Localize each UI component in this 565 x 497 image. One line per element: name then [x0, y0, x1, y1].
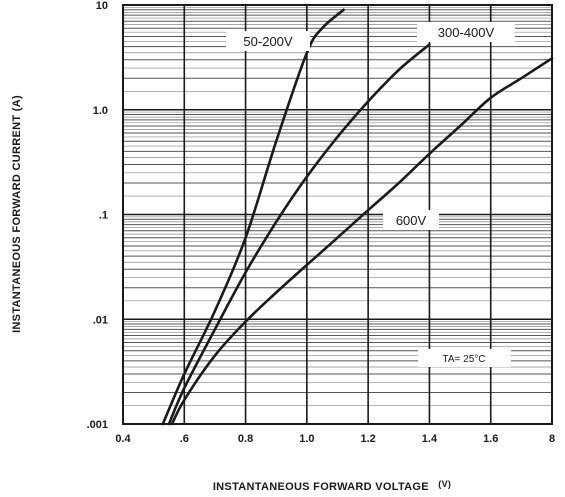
- series-line-1: [167, 43, 431, 426]
- series-line-0: [161, 8, 345, 426]
- series-layer: [161, 8, 554, 426]
- x-tick-label: 8: [549, 433, 555, 445]
- y-tick-label: .01: [93, 314, 108, 326]
- x-tick-labels: 0.4 .6 0.8 1.0 1.2 1.4 1.6 8: [115, 433, 555, 445]
- plot-frame: [122, 4, 553, 425]
- series-label-bg: [383, 210, 439, 230]
- x-tick-label: 0.4: [115, 433, 131, 445]
- x-tick-label: 1.6: [483, 433, 498, 445]
- y-tick-label: .1: [99, 210, 108, 222]
- y-tick-label: .001: [87, 419, 108, 431]
- temp-annotation: TA= 25°C: [443, 354, 486, 365]
- series-label: 50-200V: [243, 34, 292, 49]
- series-label: 300-400V: [438, 25, 495, 40]
- series-label: 600V: [396, 213, 427, 228]
- y-tick-labels: 10 1.0 .1 .01 .001: [87, 0, 108, 431]
- x-tick-label: 0.8: [238, 433, 253, 445]
- y-axis-title: INSTANTANEOUS FORWARD CURRENT (A): [11, 95, 23, 333]
- label-layer: 50-200V 300-400V 600V TA= 25°C: [226, 22, 515, 367]
- series-line-2: [170, 57, 554, 426]
- x-axis-title-text: INSTANTANEOUS FORWARD VOLTAGE: [213, 481, 429, 493]
- series-label-bg: [226, 31, 310, 51]
- x-tick-label: 1.2: [360, 433, 375, 445]
- x-tick-label: 1.4: [422, 433, 438, 445]
- series-label-bg: [417, 22, 515, 42]
- y-tick-label: 1.0: [93, 105, 108, 117]
- temp-annotation-bg: [418, 349, 511, 367]
- x-tick-label: 1.0: [299, 433, 314, 445]
- x-axis-unit: (V): [438, 479, 451, 489]
- x-tick-label: .6: [180, 433, 189, 445]
- x-axis-title: INSTANTANEOUS FORWARD VOLTAGE (V): [213, 479, 451, 493]
- y-tick-label: 10: [96, 0, 108, 12]
